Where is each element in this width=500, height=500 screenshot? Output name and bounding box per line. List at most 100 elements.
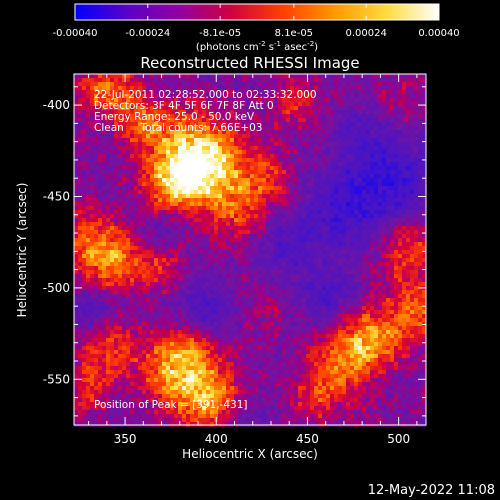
heatmap-cell <box>270 270 275 275</box>
heatmap-cell <box>178 122 183 127</box>
heatmap-cell <box>374 162 379 167</box>
heatmap-cell <box>390 178 395 183</box>
heatmap-cell <box>210 258 215 263</box>
heatmap-cell <box>146 174 151 179</box>
heatmap-cell <box>294 118 299 123</box>
heatmap-cell <box>170 98 175 103</box>
heatmap-cell <box>90 214 95 219</box>
heatmap-cell <box>378 266 383 271</box>
heatmap-cell <box>210 114 215 119</box>
heatmap-cell <box>410 234 415 239</box>
heatmap-cell <box>98 118 103 123</box>
heatmap-cell <box>106 154 111 159</box>
heatmap-cell <box>150 258 155 263</box>
heatmap-cell <box>378 90 383 95</box>
heatmap-cell <box>82 166 87 171</box>
heatmap-cell <box>250 258 255 263</box>
heatmap-cell <box>318 122 323 127</box>
heatmap-cell <box>382 278 387 283</box>
heatmap-cell <box>274 86 279 91</box>
heatmap-cell <box>302 194 307 199</box>
heatmap-cell <box>294 106 299 111</box>
heatmap-cell <box>386 118 391 123</box>
heatmap-cell <box>346 142 351 147</box>
heatmap-cell <box>422 134 427 139</box>
heatmap-cell <box>134 142 139 147</box>
heatmap-cell <box>150 298 155 303</box>
heatmap-cell <box>178 158 183 163</box>
heatmap-cell <box>158 194 163 199</box>
heatmap-cell <box>182 290 187 295</box>
heatmap-cell <box>86 90 91 95</box>
heatmap-cell <box>222 90 227 95</box>
heatmap-cell <box>82 242 87 247</box>
heatmap-cell <box>142 118 147 123</box>
heatmap-cell <box>214 262 219 267</box>
heatmap-cell <box>314 178 319 183</box>
heatmap-cell <box>138 162 143 167</box>
heatmap-cell <box>126 290 131 295</box>
heatmap-cell <box>238 290 243 295</box>
heatmap-cell <box>210 206 215 211</box>
heatmap-cell <box>102 222 107 227</box>
heatmap-cell <box>314 162 319 167</box>
heatmap-cell <box>274 286 279 291</box>
heatmap-cell <box>230 78 235 83</box>
heatmap-cell <box>370 210 375 215</box>
heatmap-cell <box>178 150 183 155</box>
heatmap-cell <box>314 218 319 223</box>
heatmap-cell <box>118 174 123 179</box>
heatmap-cell <box>238 98 243 103</box>
heatmap-cell <box>330 86 335 91</box>
heatmap-cell <box>278 186 283 191</box>
heatmap-cell <box>158 290 163 295</box>
heatmap-cell <box>198 150 203 155</box>
heatmap-cell <box>210 242 215 247</box>
heatmap-cell <box>390 102 395 107</box>
heatmap-cell <box>254 254 259 259</box>
heatmap-cell <box>394 178 399 183</box>
heatmap-cell <box>106 246 111 251</box>
heatmap-cell <box>150 122 155 127</box>
heatmap-cell <box>354 234 359 239</box>
heatmap-cell <box>270 138 275 143</box>
heatmap-cell <box>78 226 83 231</box>
heatmap-cell <box>410 254 415 259</box>
heatmap-cell <box>314 154 319 159</box>
heatmap-cell <box>418 90 423 95</box>
heatmap-cell <box>86 206 91 211</box>
heatmap-cell <box>334 290 339 295</box>
heatmap-cell <box>306 210 311 215</box>
heatmap-cell <box>354 142 359 147</box>
heatmap-cell <box>126 246 131 251</box>
heatmap-cell <box>354 94 359 99</box>
heatmap-cell <box>162 138 167 143</box>
heatmap-cell <box>102 194 107 199</box>
heatmap-cell <box>74 282 79 287</box>
heatmap-cell <box>142 282 147 287</box>
heatmap-cell <box>206 74 211 79</box>
heatmap-cell <box>310 118 315 123</box>
heatmap-cell <box>350 186 355 191</box>
heatmap-cell <box>334 186 339 191</box>
heatmap-cell <box>322 94 327 99</box>
heatmap-cell <box>114 290 119 295</box>
heatmap-cell <box>230 294 235 299</box>
heatmap-cell <box>386 186 391 191</box>
heatmap-cell <box>350 282 355 287</box>
heatmap-cell <box>310 166 315 171</box>
heatmap-cell <box>118 274 123 279</box>
heatmap-cell <box>406 186 411 191</box>
heatmap-cell <box>322 182 327 187</box>
heatmap-cell <box>174 114 179 119</box>
heatmap-cell <box>174 158 179 163</box>
heatmap-cell <box>318 78 323 83</box>
heatmap-cell <box>338 122 343 127</box>
heatmap-cell <box>166 138 171 143</box>
heatmap-cell <box>178 102 183 107</box>
heatmap-cell <box>338 230 343 235</box>
heatmap-cell <box>330 258 335 263</box>
heatmap-cell <box>358 118 363 123</box>
heatmap-cell <box>414 158 419 163</box>
heatmap-cell <box>410 238 415 243</box>
